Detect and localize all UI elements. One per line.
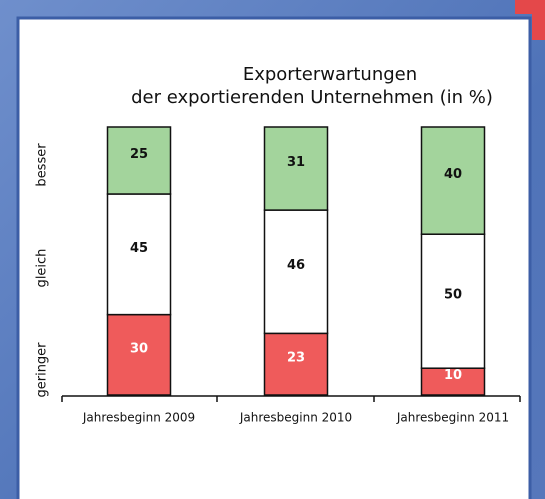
series-label: besser (35, 143, 50, 187)
data-label: 23 (287, 351, 305, 366)
bar-segment (106, 126, 172, 195)
x-tick-label: Jahresbeginn 2009 (82, 411, 195, 425)
bar-segment (106, 193, 172, 316)
data-label: 10 (444, 368, 462, 383)
data-label: 46 (287, 258, 305, 273)
series-label: geringer (35, 342, 50, 398)
chart-subtitle: der exportierenden Unternehmen (in %) (131, 87, 493, 108)
corner-decoration (515, 0, 545, 40)
data-label: 31 (287, 155, 305, 170)
bar-segment (420, 126, 486, 235)
bar-segment (263, 332, 329, 396)
data-label: 40 (444, 167, 462, 182)
bar-segment (263, 126, 329, 211)
bar-segment (420, 367, 486, 396)
bar-segment (420, 233, 486, 369)
data-label: 50 (444, 288, 462, 303)
data-label: 25 (130, 147, 148, 162)
x-tick-label: Jahresbeginn 2010 (239, 411, 352, 425)
bar-segment (263, 209, 329, 335)
data-label: 30 (130, 341, 148, 356)
series-label: gleich (35, 249, 50, 288)
data-label: 45 (130, 241, 148, 256)
x-tick-label: Jahresbeginn 2011 (396, 411, 509, 425)
chart-title: Exporterwartungen (243, 64, 417, 85)
